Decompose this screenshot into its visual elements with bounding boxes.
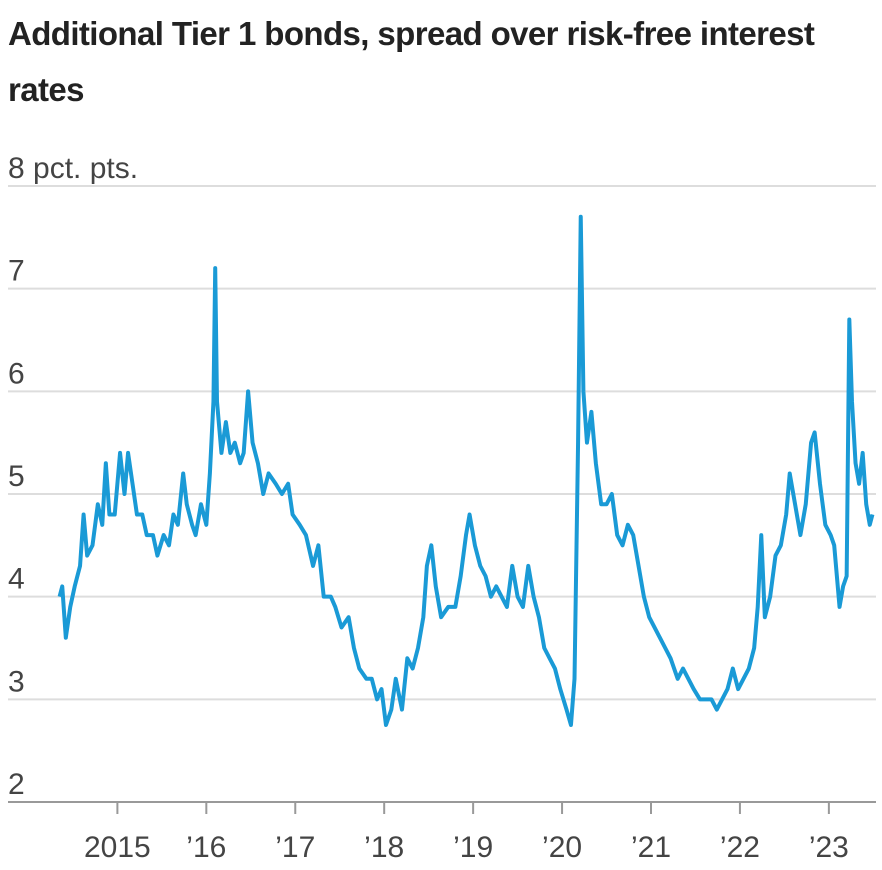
chart-title: Additional Tier 1 bonds, spread over ris… [8,15,815,108]
x-tick-label: ’17 [275,831,315,864]
y-tick-label: 6 [8,357,25,390]
x-tick-label: ’23 [809,831,849,864]
x-tick-label: ’19 [453,831,493,864]
x-tick-label: ’18 [364,831,404,864]
x-tick-label: ’20 [542,831,582,864]
y-tick-label: 3 [8,665,25,698]
y-tick-label: 4 [8,563,25,596]
x-tick-label: 2015 [84,831,151,864]
y-tick-label: 5 [8,460,25,493]
data-line [57,214,875,727]
y-tick-label: 7 [8,255,25,288]
x-tick-label: ’21 [631,831,671,864]
x-tick-label: ’16 [186,831,226,864]
x-tick-label: ’22 [720,831,760,864]
y-tick-label: 2 [8,768,25,801]
y-tick-label: 8 pct. pts. [8,152,138,185]
